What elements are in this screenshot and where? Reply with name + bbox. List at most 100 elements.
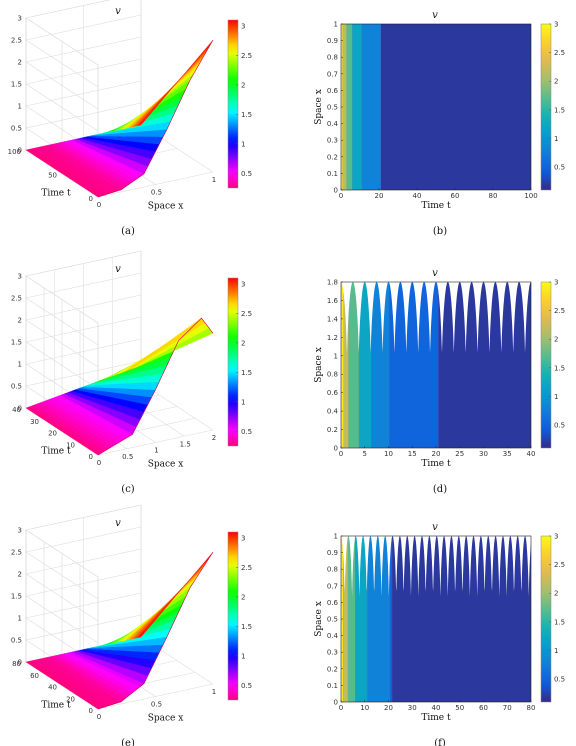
heatmap-band xyxy=(348,282,360,448)
panel-caption: (c) xyxy=(121,484,135,495)
surface-front-edge xyxy=(97,39,214,198)
x-tick-label: 100 xyxy=(524,192,537,200)
z-tick-label: 1 xyxy=(18,615,22,623)
colorbar-tick-label: 1 xyxy=(241,140,245,148)
x-tick-label: 40 xyxy=(527,450,536,458)
y-tick-label: 0.7 xyxy=(327,70,338,78)
y-tick-label: 0.6 xyxy=(327,599,339,607)
z-tick-label: 1.5 xyxy=(11,81,22,89)
x-tick-label: 0 xyxy=(339,704,343,712)
x-tick-label: 0 xyxy=(97,459,101,467)
surface-front-edge xyxy=(97,317,214,456)
x-tick-label: 0.5 xyxy=(151,189,162,197)
y-tick-label: 0.8 xyxy=(327,371,338,379)
y-tick-label: 0.6 xyxy=(327,87,339,95)
heatmap-band xyxy=(342,24,347,190)
heatmap-band xyxy=(392,536,531,702)
panel-caption: (b) xyxy=(433,226,447,237)
z-tick-label: 0.5 xyxy=(11,125,22,133)
z-tick-label: 2 xyxy=(18,59,22,67)
y-tick-label: 0.4 xyxy=(327,120,339,128)
y-tick-label: 0.6 xyxy=(327,389,339,397)
z-tick-label: 3 xyxy=(18,273,22,281)
colorbar-tick-label: 2 xyxy=(554,590,558,598)
y-tick-label: 0.7 xyxy=(327,582,338,590)
colorbar-tick-label: 3 xyxy=(241,534,245,542)
panel-title: v xyxy=(432,10,438,21)
x-tick-label: 0 xyxy=(97,201,101,209)
colorbar-tick-label: 1 xyxy=(554,647,558,655)
y-tick-label: 0.5 xyxy=(327,616,338,624)
heatmap-band xyxy=(348,536,356,702)
t-tick-label: 0 xyxy=(89,707,93,715)
colorbar: 0.5 1 1.5 2 2.5 3 xyxy=(227,531,252,701)
colorbar-tick-label: 2 xyxy=(554,336,558,344)
colorbar-tick-label: 2.5 xyxy=(241,564,252,572)
y-tick-label: 1.2 xyxy=(327,334,338,342)
z-tick-label: 1.5 xyxy=(11,593,22,601)
y-tick-label: 0 xyxy=(334,445,338,453)
z-tick-label: 1.5 xyxy=(11,339,22,347)
surface xyxy=(25,317,214,456)
colorbar-tick-label: 2 xyxy=(554,78,558,86)
x-tick-label: 40 xyxy=(432,704,441,712)
heatmap-band xyxy=(367,536,390,702)
colorbar-tick-label: 3 xyxy=(241,280,245,288)
y-tick-label: 1 xyxy=(334,352,338,360)
colorbar-tick-label: 2.5 xyxy=(241,52,252,60)
x-tick-label: 35 xyxy=(503,450,512,458)
y-axis-label: Space x xyxy=(314,601,324,637)
panel-title: v xyxy=(432,522,438,533)
y-tick-label: 0 xyxy=(334,699,338,707)
t-axis-label: Time t xyxy=(41,701,71,711)
x-axis-label: Time t xyxy=(421,459,451,469)
heatmap-band xyxy=(389,536,393,702)
y-tick-label: 0.2 xyxy=(327,665,338,673)
colorbar-tick-label: 2.5 xyxy=(554,307,565,315)
colorbar-tick-label: 0.5 xyxy=(241,682,252,690)
panel-f: 0 10 20 30 40 50 60 70 80 0 0.1 0.2 0.3 0.4 0.5 0.6 0.7 0… xyxy=(314,522,565,746)
heatmap-band xyxy=(346,24,353,190)
colorbar-tick-label: 0.5 xyxy=(241,428,252,436)
y-tick-label: 1.6 xyxy=(327,297,339,305)
panel-d: 0 5 10 15 20 25 30 35 40 0 0.2 0.4 0.6 0.8 1 1.2 1.4 1.6 1… xyxy=(314,268,565,495)
t-tick-label: 20 xyxy=(48,430,57,438)
x-axis-label: Time t xyxy=(421,201,451,211)
heatmap-band xyxy=(389,282,439,448)
x-tick-label: 80 xyxy=(489,192,498,200)
panel-title: v xyxy=(115,264,121,275)
x-axis-label: Space x xyxy=(148,460,184,470)
colorbar-tick-label: 0.5 xyxy=(241,170,252,178)
x-tick-label: 10 xyxy=(384,450,393,458)
heatmap-band xyxy=(355,536,368,702)
t-tick-label: 20 xyxy=(66,695,75,703)
x-tick-label: 1.5 xyxy=(180,440,191,448)
t-tick-label: 50 xyxy=(48,172,57,180)
z-tick-label: 2 xyxy=(18,317,22,325)
x-tick-label: 0.5 xyxy=(151,701,162,709)
heatmap-bands xyxy=(341,536,531,702)
colorbar-gradient xyxy=(540,23,552,191)
y-tick-label: 0.5 xyxy=(327,104,338,112)
x-tick-label: 30 xyxy=(408,704,417,712)
z-tick-label: 3 xyxy=(18,527,22,535)
t-tick-label: 40 xyxy=(48,684,57,692)
t-tick-label: 0 xyxy=(89,195,93,203)
t-tick-label: 80 xyxy=(12,660,21,668)
surface-front-edge xyxy=(97,551,214,710)
z-tick-label: 3 xyxy=(18,15,22,23)
panel-b: 0 20 40 60 80 100 0 0.1 0.2 0.3 0.4 0.5 0.6 0.7 0.8 0.9… xyxy=(314,10,565,237)
z-tick-label: 2.5 xyxy=(11,37,22,45)
z-tick-label: 0 xyxy=(18,405,22,413)
panel-title: v xyxy=(115,518,121,529)
panel-caption: (f) xyxy=(434,738,446,746)
x-axis-label: Space x xyxy=(148,714,184,724)
t-tick-label: 40 xyxy=(12,406,21,414)
panel-title: v xyxy=(115,6,121,17)
colorbar-tick-label: 2 xyxy=(241,81,245,89)
panel-caption: (a) xyxy=(121,226,135,237)
colorbar-tick-label: 1.5 xyxy=(241,111,252,119)
y-tick-label: 0.8 xyxy=(327,54,338,62)
